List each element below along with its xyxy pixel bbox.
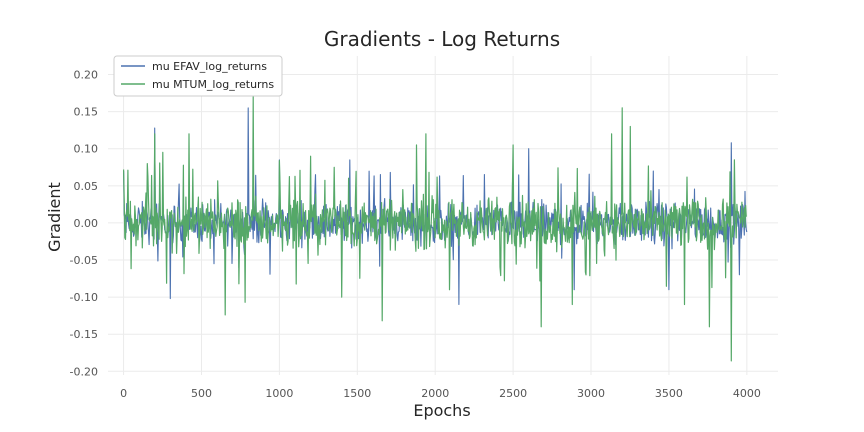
y-tick-label: 0.10 (74, 143, 99, 156)
x-tick-label: 1500 (343, 387, 371, 400)
x-tick-label: 500 (191, 387, 212, 400)
plot-area (123, 96, 748, 362)
y-tick-label: -0.05 (70, 254, 98, 267)
x-tick-label: 3000 (577, 387, 605, 400)
y-tick-label: 0.15 (74, 106, 99, 119)
legend: mu EFAV_log_returns mu MTUM_log_returns (113, 55, 283, 97)
y-tick-label: -0.10 (70, 291, 98, 304)
y-tick-label: 0.20 (74, 69, 99, 82)
y-axis-ticks: -0.20 -0.15 -0.10 -0.05 0.00 0.05 0.10 0.15 0.20 (70, 69, 98, 379)
x-tick-label: 3500 (655, 387, 683, 400)
x-axis-ticks: 0 500 1000 1500 2000 2500 3000 3500 4000 (120, 387, 761, 400)
legend-label-efav: mu EFAV_log_returns (152, 60, 267, 73)
x-tick-label: 0 (120, 387, 127, 400)
x-tick-label: 4000 (733, 387, 761, 400)
y-axis-label: Gradient (45, 182, 64, 252)
legend-label-mtum: mu MTUM_log_returns (152, 78, 274, 91)
x-axis-label: Epochs (413, 401, 470, 420)
y-tick-label: -0.20 (70, 365, 98, 378)
legend-box (113, 55, 283, 97)
x-tick-label: 2500 (499, 387, 527, 400)
y-tick-label: -0.15 (70, 328, 98, 341)
chart-title: Gradients - Log Returns (324, 27, 560, 51)
x-tick-label: 2000 (421, 387, 449, 400)
y-tick-label: 0.05 (74, 180, 99, 193)
y-tick-label: 0.00 (74, 217, 99, 230)
series-line-mtum (123, 96, 747, 362)
x-tick-label: 1000 (265, 387, 293, 400)
